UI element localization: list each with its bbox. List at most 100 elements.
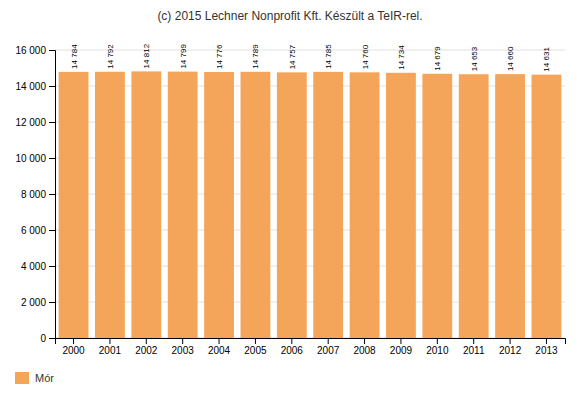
y-tick-label: 0 — [40, 333, 46, 344]
data-label: 14 792 — [106, 44, 115, 69]
x-tick-mark — [255, 338, 256, 344]
x-tick-mark — [437, 338, 438, 344]
y-tick-mark — [49, 266, 55, 267]
y-tick-mark — [49, 50, 55, 51]
y-tick-label: 14 000 — [15, 81, 46, 92]
x-tick-mark — [291, 338, 292, 344]
data-label: 14 760 — [361, 44, 370, 69]
data-label: 14 679 — [433, 46, 442, 71]
y-tick-mark — [49, 122, 55, 123]
x-tick-mark — [73, 338, 74, 344]
y-tick-mark — [49, 338, 55, 339]
x-tick-mark — [400, 338, 401, 344]
bar — [168, 72, 198, 338]
y-tick-label: 10 000 — [15, 153, 46, 164]
bar — [386, 73, 416, 338]
x-tick: 2005 — [244, 338, 267, 356]
bar — [95, 72, 125, 338]
data-label: 14 785 — [324, 44, 333, 69]
y-tick: 10 000 — [15, 153, 55, 164]
x-tick-label: 2007 — [317, 345, 340, 356]
y-tick-mark — [49, 194, 55, 195]
x-tick-mark — [328, 338, 329, 344]
y-tick-label: 8 000 — [21, 189, 46, 200]
y-tick-label: 4 000 — [21, 261, 46, 272]
x-tick-label: 2008 — [353, 345, 376, 356]
x-tick: 2011 — [463, 338, 485, 356]
x-tick-mark — [546, 338, 547, 344]
x-tick-label: 2006 — [281, 345, 304, 356]
y-tick-mark — [49, 230, 55, 231]
y-axis: 0 2 000 4 000 6 000 8 000 10 000 12 000 14 000 1… — [15, 45, 55, 344]
x-tick-mark — [109, 338, 110, 344]
y-tick: 4 000 — [21, 261, 55, 272]
chart-svg: (c) 2015 Lechner Nonprofit Kft. Készült … — [0, 0, 580, 400]
x-tick-mark — [146, 338, 147, 344]
bar — [532, 75, 562, 338]
bar — [422, 74, 452, 338]
data-label: 14 784 — [70, 44, 79, 69]
x-tick-label: 2000 — [62, 345, 85, 356]
x-axis-line — [56, 339, 566, 345]
data-label: 14 776 — [215, 44, 224, 69]
data-label: 14 653 — [470, 46, 479, 71]
bars — [59, 71, 562, 338]
data-label: 14 631 — [542, 47, 551, 72]
x-tick: 2000 — [62, 338, 85, 356]
x-tick-label: 2003 — [172, 345, 195, 356]
data-label: 14 799 — [179, 44, 188, 69]
legend-item: Mór — [15, 372, 54, 384]
x-tick-label: 2005 — [244, 345, 267, 356]
bar — [204, 72, 234, 338]
data-labels: 14 78414 79214 81214 79914 77614 78914 7… — [70, 43, 552, 71]
bar — [59, 72, 89, 338]
data-label: 14 812 — [142, 43, 151, 68]
grid — [55, 50, 565, 338]
bar — [495, 74, 525, 338]
bar — [350, 72, 380, 338]
y-tick-mark — [49, 86, 55, 87]
x-tick-label: 2009 — [390, 345, 413, 356]
plot: 14 78414 79214 81214 79914 77614 78914 7… — [15, 43, 565, 356]
bar — [313, 72, 343, 338]
x-tick-mark — [510, 338, 511, 344]
x-tick-label: 2002 — [135, 345, 158, 356]
y-tick: 16 000 — [15, 45, 55, 56]
x-tick: 2007 — [317, 338, 340, 356]
x-tick-label: 2010 — [426, 345, 449, 356]
x-tick-mark — [219, 338, 220, 344]
y-tick-label: 2 000 — [21, 297, 46, 308]
legend-swatch — [15, 372, 29, 384]
x-tick: 2002 — [135, 338, 158, 356]
legend: Mór — [15, 372, 54, 384]
chart-title: (c) 2015 Lechner Nonprofit Kft. Készült … — [157, 9, 422, 23]
x-tick-label: 2013 — [535, 345, 558, 356]
y-tick: 2 000 — [21, 297, 55, 308]
x-tick: 2010 — [426, 338, 449, 356]
x-tick: 2009 — [390, 338, 413, 356]
y-tick-mark — [49, 302, 55, 303]
x-tick-label: 2011 — [463, 345, 485, 356]
x-tick-label: 2001 — [99, 345, 122, 356]
x-tick: 2001 — [99, 338, 122, 356]
x-tick: 2004 — [208, 338, 231, 356]
y-tick-label: 12 000 — [15, 117, 46, 128]
x-tick: 2013 — [535, 338, 558, 356]
y-tick: 0 — [40, 333, 55, 344]
y-tick: 8 000 — [21, 189, 55, 200]
y-tick: 6 000 — [21, 225, 55, 236]
legend-label: Mór — [35, 372, 54, 384]
x-axis: 2000 2001 2002 2003 2004 2005 2006 2007 2008 2009… — [56, 338, 566, 356]
y-tick-label: 6 000 — [21, 225, 46, 236]
data-label: 14 734 — [397, 45, 406, 70]
y-tick-mark — [49, 158, 55, 159]
y-tick: 12 000 — [15, 117, 55, 128]
x-tick: 2003 — [172, 338, 195, 356]
y-tick-label: 16 000 — [15, 45, 46, 56]
data-label: 14 660 — [506, 46, 515, 71]
y-axis-line — [49, 51, 56, 339]
x-tick-label: 2012 — [499, 345, 522, 356]
x-tick-label: 2004 — [208, 345, 231, 356]
bar — [459, 74, 489, 338]
x-tick-mark — [473, 338, 474, 344]
